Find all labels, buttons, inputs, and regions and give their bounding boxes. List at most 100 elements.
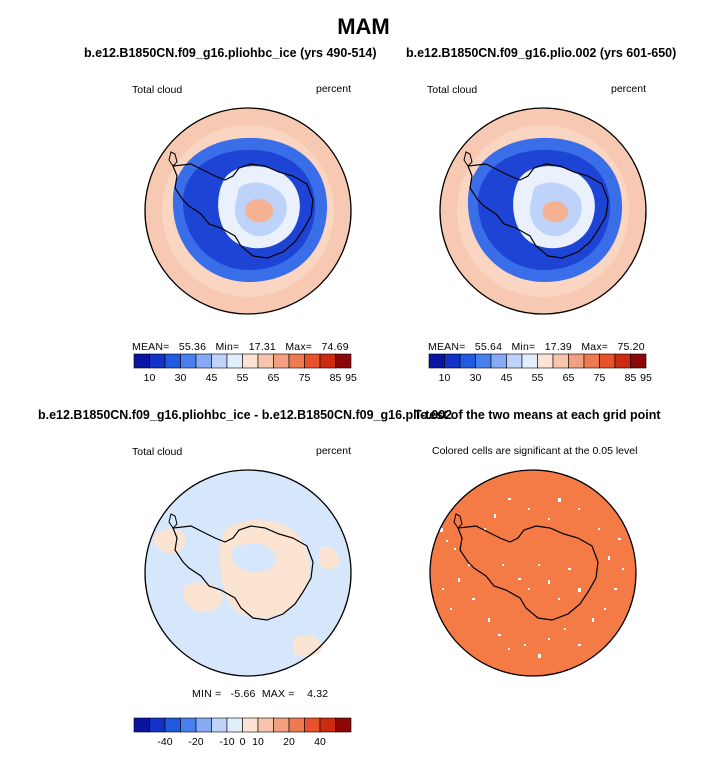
panel-1-peak <box>245 199 274 223</box>
panel-1-colorbar-tick-label: 45 <box>206 372 218 384</box>
panel-3-colorbar-tick-label: -10 <box>219 736 234 748</box>
panel-4-nonsignificant-cell <box>524 644 526 646</box>
panel-2-colorbar: 10 30 45 55 65 75 85 95 <box>428 353 652 384</box>
panel-1-max-label: Max= <box>285 341 313 353</box>
panel-1-max-value: 74.69 <box>321 341 349 353</box>
panel-4-map <box>429 469 637 677</box>
panel-3-colorbar-box <box>149 717 166 733</box>
panel-2-colorbar-box <box>521 353 538 369</box>
panel-3-colorbar-tick-label: -20 <box>188 736 203 748</box>
panel-1-min-value: 17.31 <box>248 341 276 353</box>
panel-4-peninsula <box>453 513 463 529</box>
panel-2-colorbar-box <box>552 353 569 369</box>
panel-2-min-label: Min= <box>511 341 536 353</box>
panel-2-colorbar-box <box>583 353 600 369</box>
panel-3-map <box>144 469 352 677</box>
panel-2-colorbar-tick-label: 10 <box>439 372 451 384</box>
panel-4-nonsignificant-cell <box>548 638 550 640</box>
panel-2-stats: MEAN= 55.64 Min= 17.39 Max= 75.20 <box>428 341 645 353</box>
panel-4-nonsignificant-cell <box>518 578 521 580</box>
panel-3-colorbar-box <box>335 717 352 733</box>
panel-3-colorbar-box <box>180 717 197 733</box>
panel-4-nonsignificant-cell <box>598 528 600 530</box>
panel-4-nonsignificant-cell <box>558 598 560 600</box>
panel-4-nonsignificant-cell <box>578 644 581 646</box>
panel-3-colorbar-tick-label: 40 <box>314 736 326 748</box>
panel-1-coastline <box>172 163 314 259</box>
panel-4-nonsignificant-cell <box>494 514 496 518</box>
panel-4-nonsignificant-cell <box>508 648 510 650</box>
panel-4-nonsignificant-cell <box>468 564 471 566</box>
panel-3-warm-patch-2 <box>182 582 223 613</box>
panel-4-nonsignificant-cell <box>440 528 443 532</box>
panel-3-colorbar-tick-label: -40 <box>157 736 172 748</box>
panel-4-nonsignificant-cell <box>604 608 606 610</box>
panel-2-outline <box>439 107 647 315</box>
panel-3-colorbar-box <box>211 717 228 733</box>
panel-1-colorbar-box <box>335 353 352 369</box>
panel-1-colorbar-box <box>273 353 290 369</box>
panel-4-title: T-test of the two means at each grid poi… <box>414 408 661 422</box>
panel-4-nonsignificant-cell <box>622 568 624 570</box>
panel-4-nonsignificant-cell <box>564 628 566 630</box>
panel-4-nonsignificant-cell <box>502 564 504 566</box>
panel-1-colorbar-tick-label: 75 <box>299 372 311 384</box>
panel-2-colorbar-box <box>568 353 585 369</box>
panel-1-units-label: percent <box>316 83 352 95</box>
panel-1-colorbar-box <box>319 353 336 369</box>
panel-4-nonsignificant-cell <box>592 618 594 622</box>
panel-4-nonsignificant-cell <box>578 588 581 592</box>
panel-1-colorbar-box <box>226 353 243 369</box>
panel-4-nonsignificant-cell <box>568 568 571 570</box>
panel-3-warm-patch-4 <box>319 546 339 570</box>
panel-2-colorbar-box <box>428 353 445 369</box>
panel-4-nonsignificant-cell <box>618 538 621 540</box>
panel-4-nonsignificant-cell <box>472 598 475 600</box>
panel-4-nonsignificant-cell <box>528 588 530 590</box>
panel-2-units-label: percent <box>611 83 647 95</box>
panel-2-colorbar-tick-label: 30 <box>470 372 482 384</box>
panel-1-colorbar-box <box>133 353 150 369</box>
panel-3-colorbar-box <box>273 717 290 733</box>
panel-1-colorbar-box <box>164 353 181 369</box>
panel-3-coastline <box>172 525 314 621</box>
panel-1-colorbar-tick-label: 10 <box>144 372 156 384</box>
panel-3-variable-label: Total cloud <box>132 446 183 458</box>
panel-4-nonsignificant-cell <box>488 618 490 622</box>
panel-1-colorbar-box <box>304 353 321 369</box>
panel-4-nonsignificant-cell <box>528 508 530 510</box>
panel-3-warm-patch-1 <box>153 528 186 554</box>
panel-2-mean-label: MEAN= <box>428 341 466 353</box>
panel-3-colorbar-box <box>164 717 181 733</box>
panel-2-min-value: 17.39 <box>544 341 572 353</box>
panel-4-subtitle: Colored cells are significant at the 0.0… <box>432 445 638 457</box>
panel-3-title: b.e12.B1850CN.f09_g16.pliohbc_ice - b.e1… <box>38 408 453 422</box>
panel-3-colorbar-tick-label: 20 <box>283 736 295 748</box>
panel-2-colorbar-tick-label: 75 <box>594 372 606 384</box>
panel-1-stats: MEAN= 55.36 Min= 17.31 Max= 74.69 <box>132 341 349 353</box>
figure-title: MAM <box>337 14 390 39</box>
panel-2-colorbar-box <box>614 353 631 369</box>
panel-4-nonsignificant-cell <box>454 548 456 550</box>
panel-2-peninsula <box>463 151 473 167</box>
panel-2-colorbar-tick-label: 95 <box>640 372 652 384</box>
panel-2-colorbar-box <box>459 353 476 369</box>
panel-3-colorbar: -40 -20 -10 0 10 20 40 <box>133 717 352 748</box>
panel-4-significant-area <box>430 470 636 676</box>
panel-4-coastline <box>457 525 599 621</box>
panel-1-colorbar-box <box>180 353 197 369</box>
panel-1-min-label: Min= <box>215 341 240 353</box>
panel-2-mean-value: 55.64 <box>474 341 503 353</box>
panel-3-colorbar-box <box>319 717 336 733</box>
panel-2-colorbar-tick-label: 65 <box>563 372 575 384</box>
panel-4-nonsignificant-cell <box>558 498 561 502</box>
panel-1-mean-label: MEAN= <box>132 341 170 353</box>
panel-1-colorbar-box <box>288 353 305 369</box>
panel-1-colorbar-box <box>195 353 212 369</box>
panel-1-title: b.e12.B1850CN.f09_g16.pliohbc_ice (yrs 4… <box>84 46 377 60</box>
panel-4-nonsignificant-cell <box>548 580 550 584</box>
panel-2-peak <box>542 201 569 223</box>
panel-1-colorbar-tick-label: 30 <box>175 372 187 384</box>
panel-4-nonsignificant-cell <box>458 578 460 582</box>
panel-3-colorbar-box <box>226 717 243 733</box>
